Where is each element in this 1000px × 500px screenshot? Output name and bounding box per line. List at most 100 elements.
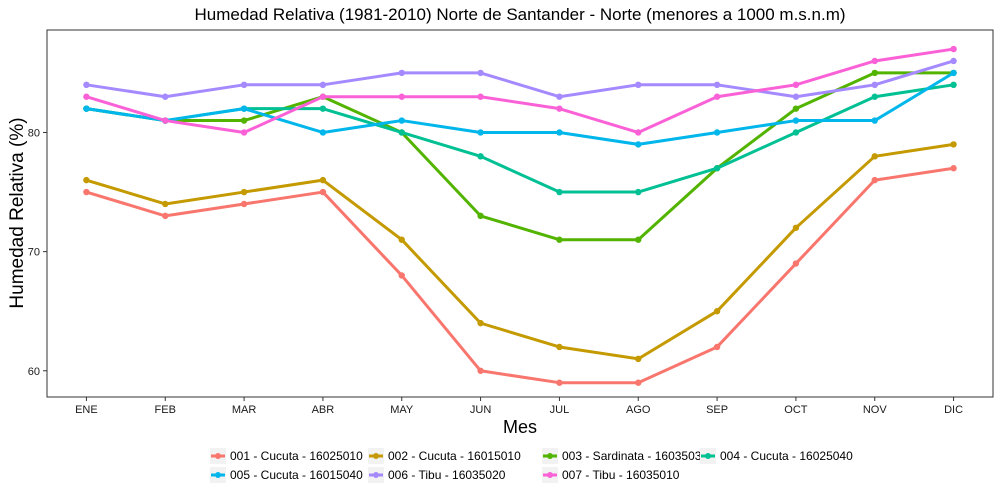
data-point <box>240 117 248 124</box>
y-tick-label: 60 <box>28 366 40 378</box>
data-point <box>635 81 642 89</box>
data-point <box>871 93 878 100</box>
data-point <box>556 379 563 386</box>
y-tick-label: 70 <box>28 247 40 259</box>
data-point <box>398 129 405 136</box>
legend-label: 005 - Cucuta - 16015040 <box>230 468 363 482</box>
data-point <box>398 93 405 100</box>
data-point <box>950 57 957 65</box>
data-point <box>713 165 721 172</box>
data-point <box>240 105 248 112</box>
series-line <box>85 142 954 361</box>
series-6 <box>83 57 957 100</box>
legend-item: 005 - Cucuta - 16015040 <box>210 467 363 483</box>
data-point <box>162 200 169 208</box>
legend-item: 002 - Cucuta - 16015010 <box>368 448 521 464</box>
x-axis-label: Mes <box>503 417 537 437</box>
x-tick-label: OCT <box>784 404 808 416</box>
data-point <box>240 188 248 196</box>
legend-label: 001 - Cucuta - 16025010 <box>230 449 363 463</box>
legend-key-point <box>215 453 221 459</box>
data-point <box>792 224 800 231</box>
data-point <box>240 129 248 136</box>
data-point <box>398 117 405 124</box>
data-point <box>319 176 327 184</box>
series-layer <box>83 45 957 386</box>
x-tick-label: DIC <box>944 404 963 416</box>
data-point <box>871 117 878 124</box>
legend-label: 006 - Tibu - 16035020 <box>388 468 506 482</box>
data-point <box>319 81 327 89</box>
data-point <box>556 129 563 136</box>
legend-item: 006 - Tibu - 16035020 <box>368 467 506 483</box>
y-axis: 60 70 80 <box>28 127 47 378</box>
data-point <box>556 93 563 100</box>
data-point <box>162 93 169 100</box>
data-point <box>871 69 878 77</box>
data-point <box>635 236 642 243</box>
data-point <box>792 105 800 112</box>
data-point <box>398 272 405 279</box>
data-point <box>792 93 800 100</box>
data-point <box>83 176 90 184</box>
data-point <box>713 93 721 100</box>
data-point <box>162 212 169 220</box>
data-point <box>871 176 878 184</box>
data-point <box>792 81 800 89</box>
series-line <box>86 71 954 242</box>
data-point <box>950 141 957 148</box>
y-axis-label: Humedad Relativa (%) <box>7 117 28 308</box>
series-line <box>85 166 954 385</box>
data-point <box>477 129 484 136</box>
legend-label: 007 - Tibu - 16035010 <box>562 468 680 482</box>
data-point <box>319 129 327 136</box>
data-point <box>713 343 721 351</box>
data-point <box>398 69 405 77</box>
series-2 <box>83 141 957 363</box>
data-point <box>240 81 248 89</box>
legend-key-point <box>547 472 553 478</box>
series-line <box>86 71 955 146</box>
data-point <box>635 355 642 363</box>
series-7 <box>83 45 957 136</box>
x-tick-label: MAR <box>232 404 257 416</box>
data-point <box>319 105 327 112</box>
legend-key-point <box>373 472 379 478</box>
x-tick-label: AGO <box>626 404 651 416</box>
data-point <box>83 93 90 100</box>
legend-item: 003 - Sardinata - 16035030 <box>542 448 708 464</box>
series-line <box>86 59 955 99</box>
legend-label: 002 - Cucuta - 16015010 <box>388 449 521 463</box>
data-point <box>83 188 90 196</box>
x-tick-label: JUL <box>550 404 570 416</box>
series-1 <box>83 165 957 386</box>
data-point <box>477 69 484 77</box>
data-point <box>556 236 563 243</box>
data-point <box>950 81 957 89</box>
data-point <box>83 81 90 89</box>
legend: 001 - Cucuta - 16025010 002 - Cucuta - 16… <box>210 448 853 483</box>
legend-item: 004 - Cucuta - 16025040 <box>700 448 853 464</box>
legend-item: 007 - Tibu - 16035010 <box>542 467 680 483</box>
data-point <box>871 81 878 89</box>
x-tick-label: SEP <box>706 404 728 416</box>
x-tick-label: NOV <box>863 404 888 416</box>
data-point <box>556 105 563 112</box>
data-point <box>477 153 484 160</box>
data-point <box>871 57 878 65</box>
data-point <box>319 93 327 100</box>
data-point <box>477 212 484 220</box>
series-5 <box>83 69 957 148</box>
data-point <box>792 117 800 124</box>
data-point <box>556 188 563 196</box>
legend-key-point <box>215 472 221 478</box>
data-point <box>240 200 248 208</box>
series-line <box>85 47 954 134</box>
x-axis: ENE FEB MAR ABR MAY JUN JUL AGO SEP OCT NOV DIC <box>75 397 963 416</box>
data-point <box>635 141 642 148</box>
x-tick-label: FEB <box>155 404 176 416</box>
data-point <box>950 165 957 172</box>
data-point <box>477 367 484 374</box>
legend-key-point <box>373 453 379 459</box>
